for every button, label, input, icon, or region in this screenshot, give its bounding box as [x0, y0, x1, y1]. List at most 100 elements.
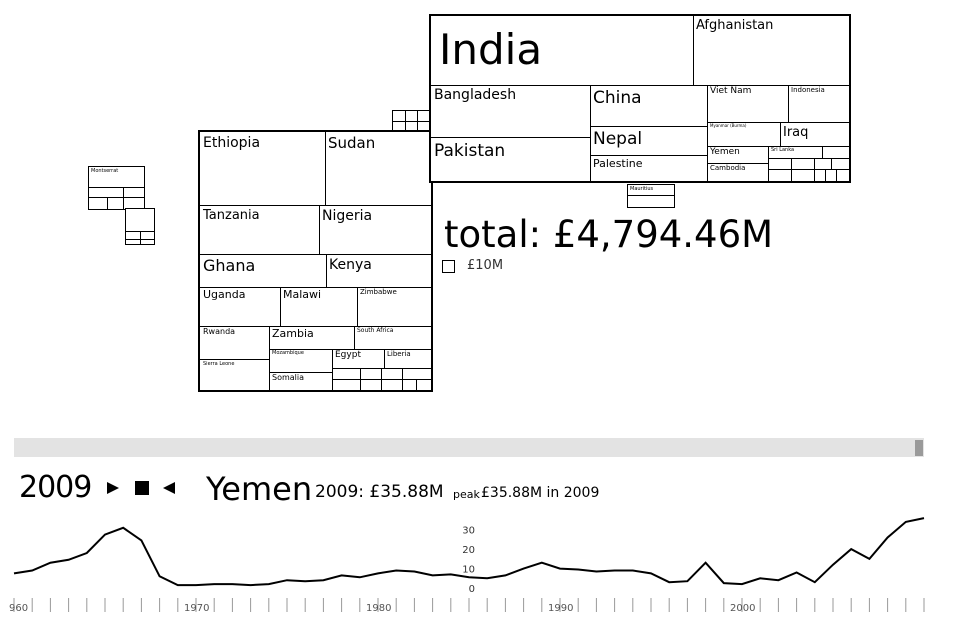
montserrat-label: Montserrat — [91, 168, 119, 174]
treemap-cell-palestine[interactable]: Palestine — [590, 155, 708, 181]
treemap-cell-small-2[interactable] — [360, 368, 382, 380]
step-back-icon — [163, 482, 175, 494]
treemap-cell-small-5[interactable] — [332, 379, 361, 392]
total-label: total: £4,794.46M — [444, 213, 774, 256]
cell-label: Zimbabwe — [360, 288, 397, 296]
peak-label: peak — [453, 488, 480, 501]
treemap-cell-china[interactable]: China — [590, 85, 708, 127]
treemap-cell-small-a9[interactable] — [825, 169, 837, 181]
line-chart[interactable]: 960 1970 1980 1990 2000 0 10 20 30 — [0, 515, 957, 630]
treemap-montserrat-group[interactable]: Montserrat — [88, 166, 145, 210]
treemap-cell-kenya[interactable]: Kenya — [326, 254, 431, 288]
cell-label: Sri Lanka — [771, 147, 795, 153]
treemap-cell-small-a8[interactable] — [814, 169, 826, 181]
cell-label: Sierra Leone — [203, 361, 235, 367]
treemap-cell-zambia[interactable]: Zambia — [269, 326, 355, 350]
x-tick-label: 1980 — [366, 603, 391, 614]
treemap-cell-small-a7[interactable] — [791, 169, 815, 181]
treemap-small-group-2[interactable] — [125, 208, 155, 245]
cell-label: Liberia — [387, 350, 411, 358]
treemap-cell-yemen[interactable]: Yemen — [707, 146, 769, 164]
cell-label: Iraq — [783, 125, 809, 140]
selected-year-value: 2009: £35.88M — [315, 482, 444, 502]
treemap-cell-iraq[interactable]: Iraq — [780, 122, 849, 147]
cell-label: Palestine — [593, 157, 643, 170]
treemap-cell-uganda[interactable]: Uganda — [200, 287, 281, 327]
series-line — [13, 517, 925, 587]
cell-label: Malawi — [283, 288, 322, 301]
x-tick-label: 1970 — [184, 603, 209, 614]
treemap-cell-small-3[interactable] — [381, 368, 403, 380]
cell-label: Yemen — [710, 147, 740, 157]
treemap-cell-small-a1[interactable] — [822, 146, 849, 159]
cell-label: Egypt — [335, 350, 361, 360]
treemap-cell-pakistan[interactable]: Pakistan — [431, 137, 591, 181]
cell-label: Mozambique — [272, 350, 304, 356]
treemap-cell-india[interactable]: India — [431, 16, 694, 86]
timeline-scroll-thumb[interactable] — [915, 440, 923, 456]
cell-label: Ghana — [203, 256, 256, 275]
treemap-cell-afghanistan[interactable]: Afghanistan — [693, 16, 849, 86]
treemap-cell-cambodia[interactable]: Cambodia — [707, 163, 769, 181]
year-display: 2009 — [19, 470, 92, 505]
x-tick-label: 960 — [9, 603, 28, 614]
y-tick-label: 20 — [462, 545, 475, 556]
play-icon — [107, 482, 119, 494]
cell-label: India — [439, 25, 543, 74]
treemap-cell-rwanda[interactable]: Rwanda — [200, 326, 270, 360]
treemap-cell-zimbabwe[interactable]: Zimbabwe — [357, 287, 431, 327]
treemap-cell-sierra-leone[interactable]: Sierra Leone — [200, 359, 270, 392]
cell-label: Uganda — [203, 288, 246, 301]
treemap-cell-sri-lanka[interactable]: Sri Lanka — [768, 146, 823, 159]
cell-label: Bangladesh — [434, 87, 517, 103]
treemap-cell-small-a4[interactable] — [814, 158, 832, 170]
treemap-cell-sudan[interactable]: Sudan — [325, 132, 431, 206]
play-button[interactable] — [105, 480, 121, 496]
treemap-cell-mozambique[interactable]: Mozambique — [269, 349, 333, 373]
timeline-scrollbar[interactable] — [14, 438, 924, 457]
treemap-cell-indonesia[interactable]: Indonesia — [788, 85, 849, 123]
treemap-cell-small-a2[interactable] — [768, 158, 792, 170]
cell-label: Zambia — [272, 327, 314, 340]
treemap-cell-small-6[interactable] — [360, 379, 382, 392]
cell-label: Myanmar (Burma) — [710, 123, 747, 128]
stop-icon — [135, 481, 149, 495]
treemap-cell-nepal[interactable]: Nepal — [590, 126, 708, 156]
treemap-small-group-3[interactable] — [392, 110, 432, 132]
peak-value: £35.88M in 2009 — [481, 485, 600, 501]
treemap-africa[interactable]: Ethiopia Sudan Tanzania Nigeria Ghana Ke… — [198, 130, 433, 392]
stop-button[interactable] — [134, 480, 150, 496]
cell-label: Somalia — [272, 373, 305, 382]
x-tick-label: 2000 — [730, 603, 755, 614]
cell-label: Tanzania — [203, 208, 260, 223]
treemap-mauritius-group[interactable]: Mauritius — [627, 184, 675, 208]
step-back-button[interactable] — [161, 480, 177, 496]
legend-square — [442, 260, 455, 273]
treemap-cell-viet-nam[interactable]: Viet Nam — [707, 85, 789, 123]
treemap-cell-liberia[interactable]: Liberia — [384, 349, 431, 369]
y-tick-label: 30 — [462, 526, 475, 537]
treemap-cell-small-a6[interactable] — [768, 169, 792, 181]
cell-label: China — [593, 88, 642, 108]
treemap-cell-somalia[interactable]: Somalia — [269, 372, 333, 392]
selected-country: Yemen — [206, 470, 313, 508]
cell-label: Ethiopia — [203, 135, 261, 151]
cell-label: Indonesia — [791, 86, 825, 94]
treemap-cell-tanzania[interactable]: Tanzania — [200, 205, 320, 255]
treemap-cell-small-1[interactable] — [332, 368, 361, 380]
treemap-cell-south-africa[interactable]: South Africa — [354, 326, 431, 350]
treemap-cell-myanmar[interactable]: Myanmar (Burma) — [707, 122, 781, 147]
treemap-asia[interactable]: India Afghanistan Bangladesh Pakistan Ch… — [429, 14, 851, 183]
treemap-cell-ethiopia[interactable]: Ethiopia — [200, 132, 326, 206]
treemap-cell-small-a5[interactable] — [831, 158, 849, 170]
treemap-cell-nigeria[interactable]: Nigeria — [319, 205, 431, 255]
cell-label: Cambodia — [710, 164, 746, 172]
treemap-cell-egypt[interactable]: Egypt — [332, 349, 385, 369]
treemap-cell-malawi[interactable]: Malawi — [280, 287, 358, 327]
treemap-cell-bangladesh[interactable]: Bangladesh — [431, 85, 591, 138]
cell-label: Afghanistan — [696, 18, 774, 33]
treemap-cell-small-8[interactable] — [402, 379, 417, 392]
treemap-cell-small-7[interactable] — [381, 379, 403, 392]
treemap-cell-ghana[interactable]: Ghana — [200, 254, 327, 288]
treemap-cell-small-a3[interactable] — [791, 158, 815, 170]
